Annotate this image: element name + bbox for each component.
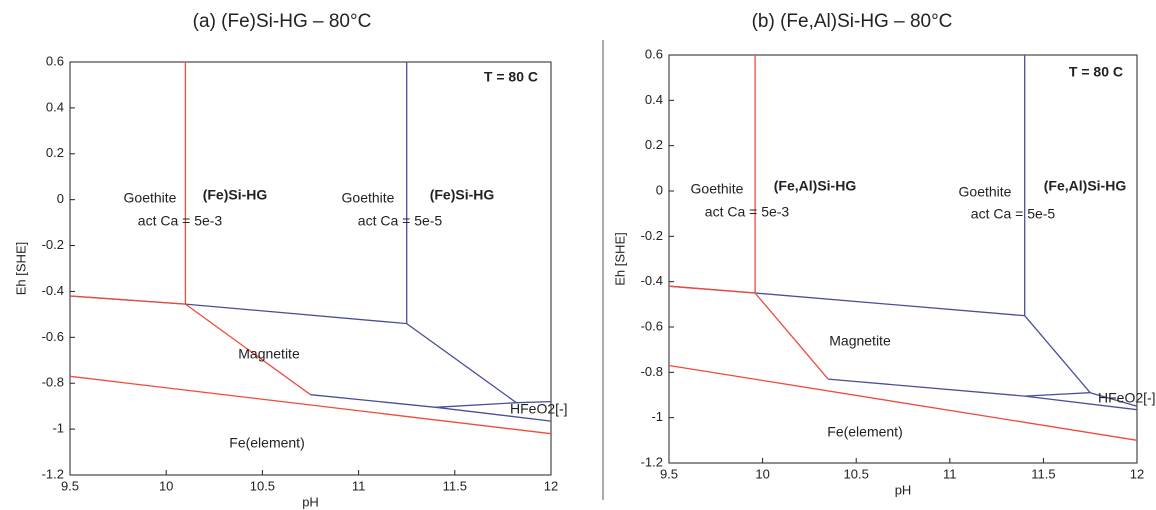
x-tick-label: 12 <box>1130 466 1144 481</box>
boundary-line <box>1090 392 1138 407</box>
boundary-line <box>828 378 1138 411</box>
x-tick-label: 11 <box>352 478 366 493</box>
annotation: HFeO2[-] <box>510 401 568 417</box>
y-tick-label: 0 <box>656 182 663 197</box>
y-tick-label: 0.2 <box>46 145 64 160</box>
chart-title: (b) (Fe,Al)Si-HG – 80°C <box>752 11 953 32</box>
x-axis-label: pH <box>895 482 912 497</box>
annotation: (Fe)Si-HG <box>203 187 268 203</box>
annotation: act Ca = 5e-5 <box>971 206 1056 222</box>
boundary-line <box>406 323 519 408</box>
y-tick-label: 0.6 <box>46 53 64 68</box>
annotation: Goethite <box>124 190 177 206</box>
boundary-line <box>516 400 552 404</box>
y-tick-label: -0.8 <box>641 364 663 379</box>
x-tick-label: 11 <box>943 466 957 481</box>
boundary-line <box>69 62 187 305</box>
y-tick-label: -0.6 <box>641 318 663 333</box>
annotation: act Ca = 5e-3 <box>705 204 790 220</box>
boundary-line <box>668 55 756 294</box>
plot-frame <box>69 61 552 476</box>
y-tick-label: 0.6 <box>645 46 663 61</box>
y-tick-label: -1.2 <box>641 454 663 469</box>
annotation: (Fe,Al)Si-HG <box>1044 178 1127 194</box>
y-tick-label: 0 <box>57 191 64 206</box>
chart-title: (a) (Fe)Si-HG – 80°C <box>193 11 372 32</box>
y-tick-label: -1.2 <box>42 466 64 481</box>
y-tick-label: -0.4 <box>42 283 64 298</box>
x-tick-label: 10 <box>159 478 173 493</box>
boundary-line <box>668 364 1138 441</box>
annotation: Magnetite <box>829 333 891 349</box>
plot-frame <box>668 54 1138 464</box>
boundary-line <box>310 394 552 422</box>
x-tick-label: 11.5 <box>443 478 467 493</box>
annotation: (Fe,Al)Si-HG <box>774 178 857 194</box>
annotation: HFeO2[-] <box>1098 390 1156 406</box>
y-tick-label: 0.4 <box>46 99 64 114</box>
annotation: Magnetite <box>238 346 300 362</box>
y-axis-label: Eh [SHE] <box>13 242 28 295</box>
boundary-line <box>69 375 552 435</box>
x-tick-label: 9.5 <box>61 478 79 493</box>
x-tick-label: 10.5 <box>250 478 275 493</box>
annotation: act Ca = 5e-5 <box>358 213 443 229</box>
x-tick-label: 10.5 <box>844 466 869 481</box>
boundary-line <box>1024 315 1092 397</box>
y-tick-label: -1 <box>52 421 64 436</box>
x-tick-label: 10 <box>755 466 769 481</box>
annotation: T = 80 C <box>484 69 538 85</box>
y-tick-label: -0.2 <box>42 237 64 252</box>
annotation: Goethite <box>691 181 744 197</box>
y-tick-label: -0.2 <box>641 228 663 243</box>
y-tick-label: 0.2 <box>645 137 663 152</box>
x-tick-label: 12 <box>544 478 558 493</box>
y-tick-label: 0.4 <box>645 92 663 107</box>
boundary-line <box>185 303 311 396</box>
annotation: Goethite <box>342 190 395 206</box>
y-tick-label: -0.6 <box>42 329 64 344</box>
annotation: (Fe)Si-HG <box>430 187 495 203</box>
x-axis-label: pH <box>302 494 319 509</box>
annotation: T = 80 C <box>1069 64 1123 80</box>
annotation: Fe(element) <box>229 435 304 451</box>
y-tick-label: -0.4 <box>641 273 663 288</box>
y-axis-label: Eh [SHE] <box>612 232 627 285</box>
annotation: Goethite <box>959 184 1012 200</box>
y-tick-label: -1 <box>651 409 663 424</box>
boundary-line <box>754 292 829 380</box>
x-tick-label: 11.5 <box>1031 466 1055 481</box>
y-tick-label: -0.8 <box>42 375 64 390</box>
annotation: act Ca = 5e-3 <box>138 213 223 229</box>
annotation: Fe(element) <box>827 424 902 440</box>
x-tick-label: 9.5 <box>660 466 678 481</box>
